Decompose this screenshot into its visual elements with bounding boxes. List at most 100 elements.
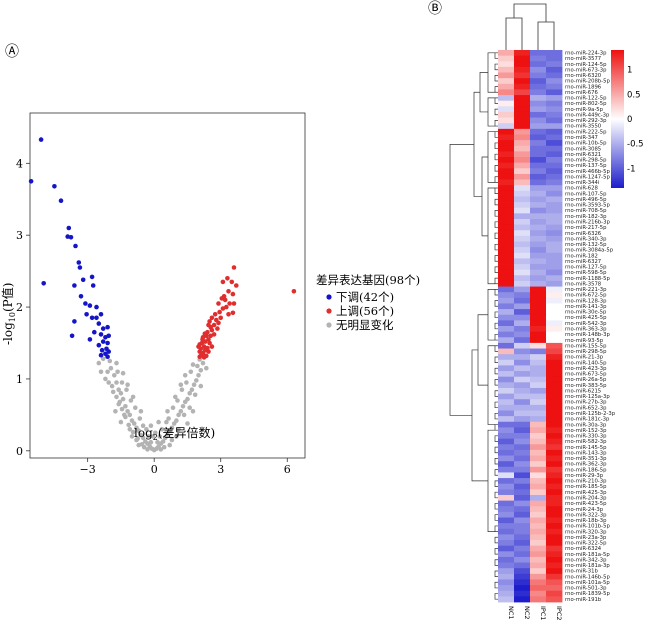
heatmap-row-label: rno-miR-128-3p — [565, 298, 607, 304]
row-dendrogram-branch — [494, 401, 498, 409]
scatter-point — [225, 276, 230, 281]
heatmap-cell — [530, 472, 547, 479]
scatter-point — [107, 358, 113, 364]
heatmap-row-label: rno-miR-155-5p — [565, 343, 607, 349]
row-dendrogram-branch — [494, 311, 498, 318]
heatmap-cell — [498, 162, 515, 169]
row-dendrogram-branch — [494, 187, 498, 194]
scatter-point — [206, 349, 211, 354]
heatmap-row-label: rno-miR-1839-5p — [565, 591, 610, 597]
heatmap-cell — [530, 235, 547, 242]
heatmap-cell — [530, 50, 547, 57]
heatmap-cell — [530, 517, 547, 524]
scatter-point — [198, 352, 204, 358]
heatmap-cell — [514, 173, 531, 180]
heatmap-row-label: rno-miR-24-3p — [565, 507, 604, 513]
heatmap-cell — [530, 449, 547, 456]
heatmap-row-label: rno-miR-30a-3p — [565, 422, 607, 428]
scatter-point — [211, 332, 217, 337]
scatter-point — [215, 326, 220, 331]
color-scale-bar — [611, 50, 624, 188]
heatmap-cell — [546, 320, 563, 327]
legend-title: 差异表达基因(98个) — [316, 273, 420, 287]
heatmap-cell — [498, 309, 515, 316]
row-dendrogram-branch — [494, 491, 498, 499]
scatter-point — [217, 309, 222, 315]
heatmap-row-label: rno-miR-501-3p — [565, 586, 607, 592]
heatmap-cell — [498, 241, 515, 248]
heatmap-cell — [546, 494, 563, 502]
heatmap-cell — [530, 562, 547, 569]
heatmap-cell — [546, 196, 563, 203]
scatter-point — [207, 319, 212, 324]
row-dendrogram-branch — [494, 390, 498, 397]
heatmap-cell — [530, 218, 547, 226]
heatmap-row-label: rno-miR-802-5p — [565, 101, 607, 107]
heatmap-cell — [514, 140, 531, 147]
heatmap-row-label: rno-miR-542-3p — [565, 321, 607, 327]
scatter-point — [178, 409, 184, 414]
heatmap-cell — [514, 320, 531, 327]
heatmap-cell — [546, 354, 563, 361]
heatmap-cell — [498, 556, 515, 563]
heatmap-cell — [514, 371, 531, 378]
heatmap-cell — [530, 596, 547, 603]
heatmap-cell — [498, 427, 515, 434]
color-scale-tick: 0.5 — [627, 90, 641, 100]
scatter-point — [114, 394, 119, 400]
scatter-point — [52, 184, 57, 189]
heatmap-cell — [546, 134, 563, 141]
heatmap-cell — [498, 523, 515, 530]
heatmap-cell — [530, 320, 547, 327]
scatter-point — [209, 327, 215, 333]
heatmap-cell — [546, 511, 563, 518]
scatter-point — [202, 331, 208, 337]
scatter-point — [133, 405, 138, 411]
scatter-point — [166, 416, 171, 421]
heatmap-row-label: rno-miR-186-5p — [565, 467, 607, 473]
heatmap-row-label: rno-miR-425-5p — [565, 315, 607, 321]
row-dendrogram-branch — [494, 266, 498, 273]
scatter-point — [200, 337, 205, 342]
scatter-point — [196, 344, 201, 349]
heatmap-cell — [530, 590, 547, 597]
heatmap-cell — [514, 286, 531, 293]
heatmap-cell — [530, 365, 547, 372]
heatmap-row-label: rno-miR-3593-5p — [565, 203, 610, 209]
heatmap-row-label: rno-miR-10b-5p — [565, 141, 607, 147]
y-tick-label: 4 — [16, 157, 23, 170]
scatter-point — [230, 291, 236, 297]
heatmap-row-label: rno-miR-3084a-5p — [565, 248, 614, 254]
heatmap-row-label: rno-miR-292-3p — [565, 118, 607, 124]
heatmap-cell — [498, 483, 515, 490]
row-dendrogram-branch — [494, 480, 498, 487]
scatter-point — [78, 294, 84, 299]
scatter-point — [128, 398, 134, 403]
heatmap-cell — [530, 478, 547, 485]
scatter-point — [218, 315, 223, 321]
scatter-point — [179, 387, 185, 393]
scatter-point — [73, 243, 78, 249]
heatmap-cell — [546, 449, 563, 456]
row-dendrogram-branch — [494, 198, 498, 206]
heatmap-cell — [530, 540, 547, 547]
heatmap-cell — [530, 258, 547, 265]
heatmap-cell — [546, 540, 563, 547]
scatter-point — [196, 373, 201, 378]
heatmap-row-label: rno-miR-425-3p — [565, 490, 607, 496]
heatmap-cell — [530, 286, 547, 293]
heatmap-cell — [546, 179, 563, 186]
scatter-point — [76, 260, 82, 265]
heatmap-cell — [514, 252, 531, 259]
heatmap-row-label: rno-miR-6215 — [565, 388, 601, 394]
heatmap-cell — [498, 517, 515, 524]
row-dendrogram-branch — [494, 559, 498, 566]
heatmap-cell — [530, 348, 547, 355]
heatmap-cell — [546, 83, 563, 90]
heatmap-cell — [514, 303, 531, 310]
heatmap-cell — [530, 421, 547, 428]
heatmap-cell — [530, 100, 547, 107]
heatmap-cell — [546, 523, 563, 530]
heatmap-cell — [514, 354, 531, 361]
